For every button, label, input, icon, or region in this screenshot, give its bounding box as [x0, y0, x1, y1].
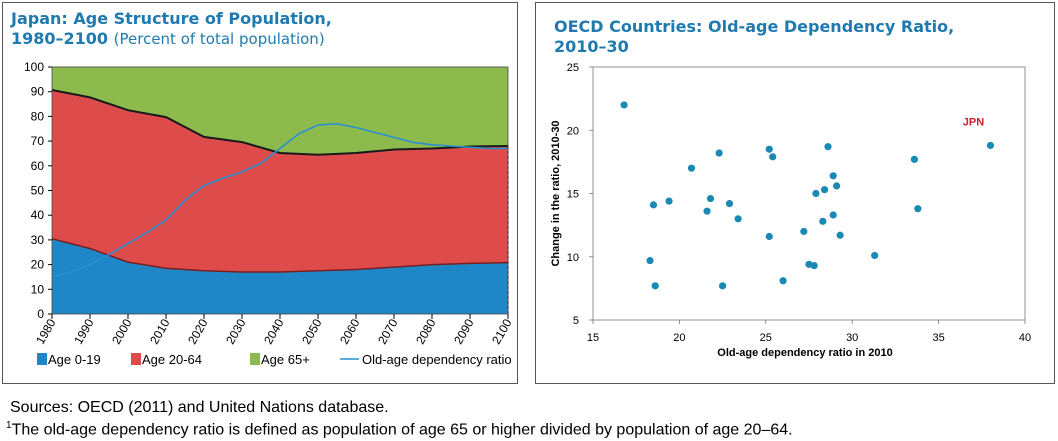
scatter-point	[829, 172, 837, 180]
scatter-point	[833, 182, 841, 190]
scatter-point	[765, 232, 773, 241]
dependency-ratio-title-line1: OECD Countries: Old-age Dependency Ratio…	[554, 17, 955, 36]
scatter-point	[715, 149, 723, 157]
scatter-point	[646, 256, 654, 265]
scatter-point	[719, 282, 727, 290]
scatter-point	[820, 186, 829, 194]
y-tick-label: 10	[31, 282, 45, 296]
band-boundary-1	[51, 237, 509, 273]
scatter-point	[665, 197, 673, 205]
y-tick-label: 5	[573, 315, 579, 327]
scatter-point	[986, 141, 995, 150]
footnote-text: The old-age dependency ratio is defined …	[11, 421, 793, 439]
y-tick-label: 100	[24, 60, 44, 74]
x-tick-label: 2050	[299, 316, 325, 346]
scatter-point	[836, 231, 844, 239]
scatter-point	[734, 215, 742, 223]
x-tick-label: 2060	[337, 316, 363, 346]
legend-label: Old-age dependency ratio	[362, 352, 512, 367]
x-tick-label: 2040	[261, 316, 287, 346]
legend-label: Age 0-19	[48, 352, 101, 367]
x-tick-label: 1990	[71, 316, 97, 346]
age-structure-panel: Japan: Age Structure of Population, 1980…	[2, 2, 518, 384]
x-tick-label: 25	[760, 332, 772, 344]
scatter-point	[620, 101, 628, 109]
x-tick-label: 40	[1019, 332, 1031, 344]
scatter-point	[779, 277, 787, 285]
scatter-point	[871, 251, 879, 260]
x-tick-label: 2000	[109, 316, 135, 346]
y-tick-label: 20	[567, 125, 579, 137]
y-tick-label: 80	[31, 109, 45, 123]
band-boundary-2	[51, 89, 509, 156]
scatter-point	[810, 262, 818, 270]
scatter-point	[819, 217, 827, 225]
y-tick-label: 15	[567, 189, 579, 201]
x-tick-label: 30	[846, 332, 858, 344]
plot-frame	[592, 66, 1026, 321]
scatter-point	[687, 164, 696, 172]
x-tick-label: 15	[587, 332, 599, 344]
x-tick-label: 35	[932, 332, 944, 344]
scatter-point	[651, 282, 659, 290]
y-tick-label: 30	[31, 233, 45, 247]
legend-swatch	[250, 353, 260, 365]
point-label-jpn: JPN	[963, 116, 984, 128]
x-tick-label: 2070	[375, 316, 401, 346]
legend-label: Age 65+	[261, 352, 310, 367]
y-tick-label: 25	[567, 62, 579, 74]
area-age-0-19	[52, 238, 508, 314]
x-tick-label: 2100	[489, 316, 515, 346]
y-tick-label: 50	[31, 184, 45, 198]
scatter-point	[765, 145, 773, 153]
y-tick-label: 90	[31, 85, 45, 99]
scatter-point	[812, 189, 820, 198]
area-age-65-	[52, 67, 508, 155]
area-age-20-64	[52, 90, 508, 272]
age-structure-subtitle: (Percent of total population)	[113, 30, 325, 48]
scatter-point	[824, 143, 832, 151]
scatter-point	[706, 194, 715, 203]
age-structure-title-line2: 1980–2100	[11, 29, 109, 48]
age-structure-title-line2-row: 1980–2100 (Percent of total population)	[11, 29, 332, 49]
y-tick-label: 0	[37, 307, 44, 321]
scatter-point	[769, 153, 777, 161]
x-tick-label: 2090	[451, 316, 477, 346]
y-tick-label: 60	[31, 159, 45, 173]
x-tick-label: 2030	[223, 316, 249, 346]
dependency-ratio-line	[51, 122, 508, 278]
y-tick-label: 40	[31, 208, 45, 222]
age-structure-title: Japan: Age Structure of Population, 1980…	[11, 9, 332, 49]
legend-swatch	[131, 353, 141, 365]
scatter-point	[829, 211, 837, 219]
legend-swatch	[37, 353, 47, 365]
y-tick-label: 20	[31, 258, 45, 272]
scatter-point	[703, 207, 711, 215]
definition-footnote: 1The old-age dependency ratio is defined…	[6, 420, 793, 439]
x-tick-label: 2020	[185, 316, 211, 346]
x-axis-label: Old-age dependency ratio in 2010	[717, 347, 892, 359]
scatter-point	[800, 227, 808, 236]
x-tick-label: 2010	[147, 316, 173, 346]
dependency-ratio-panel: OECD Countries: Old-age Dependency Ratio…	[535, 2, 1055, 384]
dependency-ratio-scatter: 5 10 15 20 25 15 20 25 30 35 40 Old-age dependency …	[550, 62, 1031, 359]
legend-label: Age 20-64	[142, 352, 202, 367]
x-tick-label: 2080	[413, 316, 439, 346]
scatter-point	[725, 200, 734, 208]
dependency-ratio-title-line2: 2010–30	[554, 37, 629, 56]
x-tick-label: 20	[673, 332, 685, 344]
scatter-point	[649, 201, 658, 209]
y-tick-label: 10	[567, 252, 579, 264]
dependency-ratio-title: OECD Countries: Old-age Dependency Ratio…	[554, 17, 954, 57]
scatter-point	[910, 155, 919, 163]
sources-note: Sources: OECD (2011) and United Nations …	[10, 399, 389, 416]
y-tick-label: 70	[31, 134, 45, 148]
scatter-point	[914, 205, 922, 213]
age-structure-title-line1: Japan: Age Structure of Population,	[11, 9, 332, 28]
footnote-marker: 1	[6, 420, 12, 431]
y-axis-label: Change in the ratio, 2010-30	[550, 120, 562, 266]
